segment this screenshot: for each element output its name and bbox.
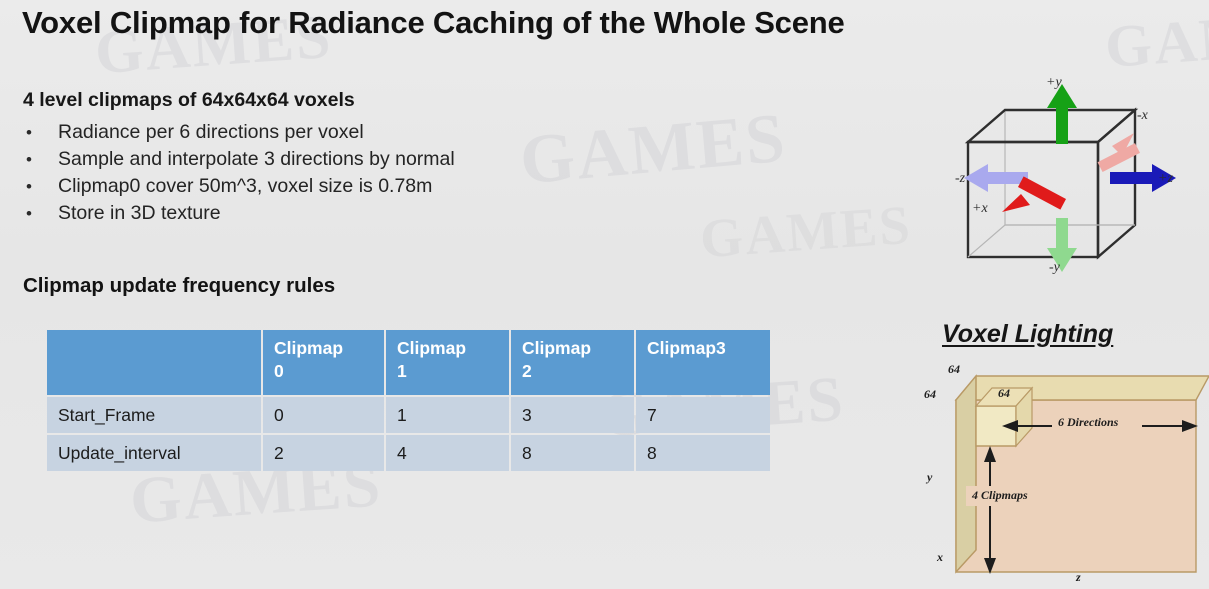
list-item-label: Store in 3D texture (58, 202, 221, 224)
plus-z-arrow-icon (1110, 164, 1176, 192)
header-line2: 2 (522, 361, 532, 381)
dimension-label-top-right: 64 (998, 386, 1010, 400)
cell-update-interval-clipmap1: 4 (386, 435, 509, 471)
clipmap-rules-table: Clipmap 0 Clipmap 1 Clipmap 2 Clipmap3 S… (45, 328, 772, 473)
dimension-label-left: 64 (924, 387, 936, 401)
voxel-lighting-svg (954, 374, 1209, 574)
list-item: • Sample and interpolate 3 directions by… (23, 146, 643, 173)
bullet-icon: • (26, 177, 32, 196)
axis-label-minus-y: -y (1049, 260, 1060, 275)
table-header-clipmap2: Clipmap 2 (511, 330, 634, 395)
cell-start-frame-clipmap2: 3 (511, 397, 634, 433)
row-label-start-frame: Start_Frame (47, 397, 261, 433)
list-item: • Clipmap0 cover 50m^3, voxel size is 0.… (23, 173, 643, 200)
bullet-icon: • (26, 204, 32, 223)
header-line1: Clipmap (397, 338, 467, 358)
list-item-label: Sample and interpolate 3 directions by n… (58, 148, 455, 170)
bullet-icon: • (26, 150, 32, 169)
axis-label-minus-z: -z (955, 171, 966, 186)
table-header-clipmap3: Clipmap3 (636, 330, 770, 395)
cell-update-interval-clipmap3: 8 (636, 435, 770, 471)
bullet-list: • Radiance per 6 directions per voxel • … (23, 119, 643, 227)
list-item-label: Radiance per 6 directions per voxel (58, 121, 364, 143)
voxel-lighting-title: Voxel Lighting (942, 320, 1114, 348)
axis-label-plus-z: +z (1158, 171, 1173, 186)
watermark-text: GAMES (698, 193, 914, 270)
table-header-corner (47, 330, 261, 395)
header-line1: Clipmap (522, 338, 592, 358)
cell-start-frame-clipmap1: 1 (386, 397, 509, 433)
axis-cube-svg (964, 84, 1176, 272)
dimension-label-top-left: 64 (948, 362, 960, 376)
table-header-row: Clipmap 0 Clipmap 1 Clipmap 2 Clipmap3 (47, 330, 770, 395)
cell-update-interval-clipmap0: 2 (263, 435, 384, 471)
four-clipmaps-arrow-icon (984, 446, 996, 574)
axis-label-z: z (1076, 570, 1081, 584)
table-row: Update_interval 2 4 8 8 (47, 435, 770, 471)
axis-label-y: y (927, 470, 933, 484)
list-item: • Store in 3D texture (23, 200, 643, 227)
voxel-lighting-diagram: Voxel Lighting (900, 318, 1209, 589)
header-line1: Clipmap3 (647, 338, 726, 358)
minus-y-arrow-icon (1047, 218, 1077, 272)
box-left-face (955, 374, 977, 574)
list-item-label: Clipmap0 cover 50m^3, voxel size is 0.78… (58, 175, 433, 197)
cell-start-frame-clipmap3: 7 (636, 397, 770, 433)
cell-start-frame-clipmap0: 0 (263, 397, 384, 433)
slide-title: Voxel Clipmap for Radiance Caching of th… (22, 5, 845, 40)
cube-wireframe (964, 107, 1139, 260)
list-item: • Radiance per 6 directions per voxel (23, 119, 643, 146)
row-label-update-interval: Update_interval (47, 435, 261, 471)
cell-update-interval-clipmap2: 8 (511, 435, 634, 471)
header-line2: 0 (274, 361, 284, 381)
axis-label-minus-x: -x (1137, 108, 1148, 123)
minus-x-arrow-icon (1097, 133, 1140, 172)
subheading: 4 level clipmaps of 64x64x64 voxels (23, 89, 355, 111)
voxel-cell-right (1015, 386, 1033, 448)
table-header-clipmap1: Clipmap 1 (386, 330, 509, 395)
plus-y-arrow-icon (1047, 84, 1077, 144)
bullet-icon: • (26, 123, 32, 142)
axis-label-plus-y: +y (1046, 75, 1062, 90)
plus-x-arrow-icon (1002, 176, 1067, 212)
section-heading: Clipmap update frequency rules (23, 274, 336, 297)
table-header: Clipmap 0 Clipmap 1 Clipmap 2 Clipmap3 (47, 330, 770, 395)
table-row: Start_Frame 0 1 3 7 (47, 397, 770, 433)
table-header-clipmap0: Clipmap 0 (263, 330, 384, 395)
six-directions-label: 6 Directions (1058, 415, 1119, 429)
axis-label-x: x (937, 550, 943, 564)
axis-cube-diagram: +y -y +x -x +z -z (930, 70, 1200, 290)
header-line1: Clipmap (274, 338, 344, 358)
four-clipmaps-label: 4 Clipmaps (972, 488, 1028, 502)
axis-label-plus-x: +x (972, 201, 988, 216)
table-body: Start_Frame 0 1 3 7 Update_interval 2 4 … (47, 397, 770, 471)
header-line2: 1 (397, 361, 407, 381)
minus-z-arrow-icon (964, 164, 1028, 192)
